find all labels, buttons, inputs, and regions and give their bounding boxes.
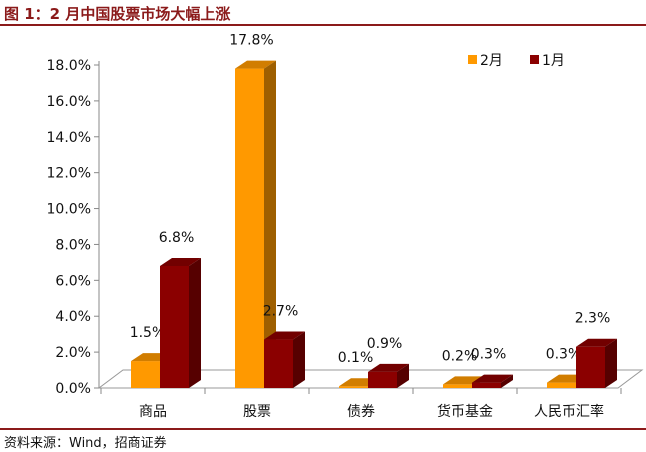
- data-label: 0.3%: [471, 347, 507, 363]
- bar-top: [472, 374, 513, 383]
- x-category-label: 债券: [347, 404, 375, 420]
- y-tick-label: 2.0%: [55, 345, 91, 361]
- legend-label: 2月: [480, 53, 503, 69]
- bar-front: [160, 265, 189, 388]
- bar-front: [472, 382, 501, 388]
- data-label: 6.8%: [159, 230, 195, 246]
- data-label: 2.7%: [263, 304, 299, 320]
- bar-front: [131, 361, 160, 388]
- data-label: 0.2%: [442, 348, 478, 364]
- legend-swatch: [468, 55, 477, 64]
- y-tick-label: 6.0%: [55, 273, 91, 289]
- x-category-label: 人民币汇率: [534, 403, 604, 420]
- title-divider: [0, 24, 646, 26]
- y-tick-label: 0.0%: [55, 381, 91, 397]
- y-tick-label: 10.0%: [47, 202, 91, 218]
- bar-top: [160, 257, 201, 266]
- bar-front: [443, 384, 472, 388]
- data-label: 17.8%: [229, 33, 273, 49]
- bar-side: [189, 257, 201, 388]
- bar-front: [264, 339, 293, 388]
- y-tick-label: 4.0%: [55, 309, 91, 325]
- y-tick-label: 16.0%: [47, 94, 91, 110]
- data-label: 2.3%: [575, 311, 611, 327]
- data-label: 0.1%: [338, 350, 374, 366]
- x-category-label: 商品: [139, 404, 167, 420]
- x-category-label: 股票: [243, 404, 271, 420]
- bar-front: [547, 382, 576, 388]
- x-category-label: 货币基金: [437, 403, 493, 420]
- bar-top: [576, 338, 617, 347]
- legend-label: 1月: [542, 53, 565, 69]
- bar-top: [264, 331, 305, 340]
- bar-side: [397, 363, 409, 388]
- data-label: 0.3%: [546, 347, 582, 363]
- y-tick-label: 14.0%: [47, 130, 91, 146]
- bar-front: [368, 371, 397, 388]
- bar-side: [264, 60, 276, 388]
- footer-divider: [0, 428, 646, 430]
- chart-title: 图 1：2 月中国股票市场大幅上涨: [4, 5, 231, 23]
- bar-front: [339, 386, 368, 388]
- bar-front: [235, 68, 264, 388]
- bar-front: [576, 346, 605, 388]
- bar-top: [235, 60, 276, 69]
- bar-top: [368, 363, 409, 372]
- y-tick-label: 18.0%: [47, 58, 91, 74]
- y-tick-label: 12.0%: [47, 166, 91, 182]
- bar-side: [501, 374, 513, 388]
- data-label: 1.5%: [130, 325, 166, 341]
- data-label: 0.9%: [367, 336, 403, 352]
- bar-chart: 0.0% 2.0% 4.0% 6.0% 8.0% 10.0% 12.0% 14.0% 16.0%…: [47, 33, 644, 420]
- legend-swatch: [530, 55, 539, 64]
- bar-side: [293, 331, 305, 388]
- bar-side: [605, 338, 617, 388]
- y-tick-label: 8.0%: [55, 237, 91, 253]
- source-note: 资料来源：Wind，招商证券: [4, 436, 167, 451]
